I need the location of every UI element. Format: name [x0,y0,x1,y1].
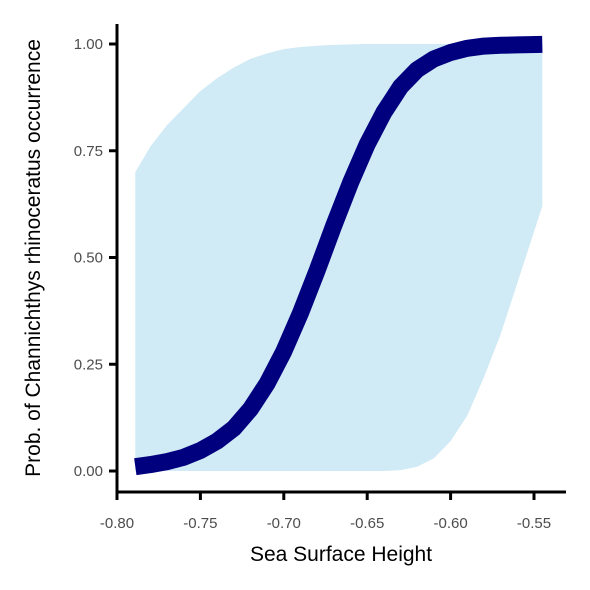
confidence-band [135,44,543,471]
x-tick-label: -0.55 [517,515,551,532]
y-tick-label: 0.50 [74,250,103,267]
x-tick-label: -0.80 [100,515,134,532]
axis-layer: 0.00 0.25 0.50 0.75 1.00 -0.80 -0.75 -0.70 -0.65… [74,24,566,532]
confidence-band-layer [135,44,543,471]
x-axis-title: Sea Surface Height [250,543,432,566]
fitted-probability-line [134,35,543,476]
x-tick-label: -0.75 [183,515,217,532]
y-axis-title: Prob. of Channichthys rhinoceratus occur… [22,39,45,477]
x-tick-label: -0.70 [267,515,301,532]
x-tick-label: -0.60 [433,515,467,532]
label-layer: Sea Surface Height Prob. of Channichthys… [22,39,432,566]
y-tick-label: 0.00 [74,463,103,480]
y-tick-label: 0.75 [74,143,103,160]
y-tick-label: 0.25 [74,356,103,373]
x-tick-label: -0.65 [350,515,384,532]
line-layer [134,35,543,476]
y-tick-label: 1.00 [74,36,103,53]
